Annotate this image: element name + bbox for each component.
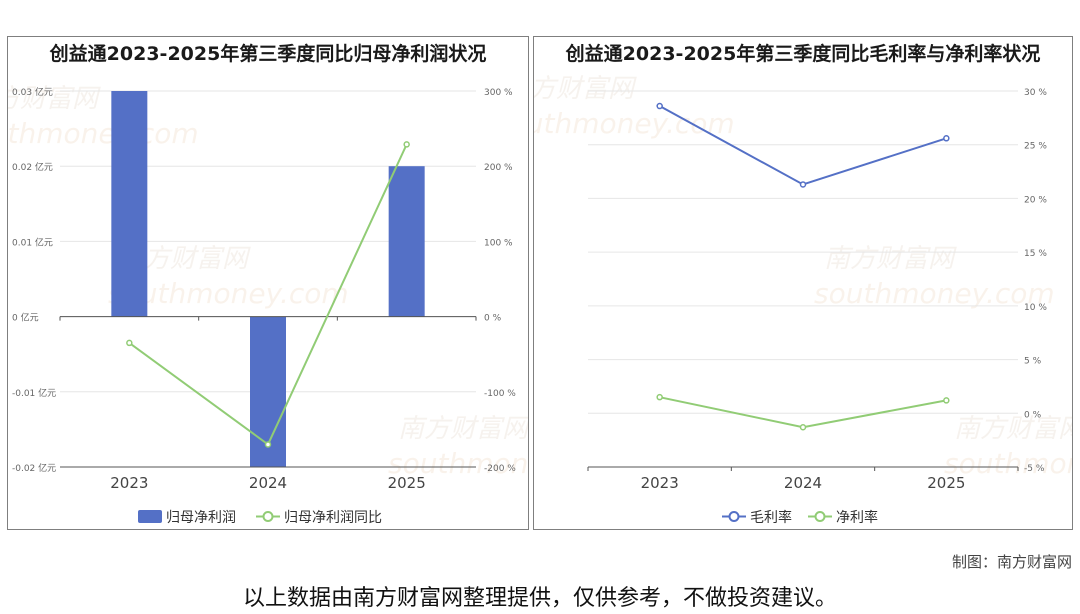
- y-left-tick-label: -0.01 亿元: [12, 387, 56, 399]
- point-gross-margin: [943, 135, 950, 142]
- legend-swatch-point: [262, 511, 274, 522]
- y-left-tick-label: 0.01 亿元: [12, 236, 53, 248]
- watermark-en: southmoney.com: [108, 277, 349, 310]
- point-gross-margin: [799, 181, 807, 188]
- source-label: 制图：南方财富网: [951, 553, 1072, 571]
- y-right-tick-label: 30 %: [1024, 88, 1047, 98]
- watermark-cn: 南方财富网: [954, 414, 1072, 444]
- legend-swatch-bar: [138, 510, 162, 523]
- chart-margins: 南方财富网southmoney.com南方财富网southmoney.com南方…: [494, 74, 1080, 526]
- chart-title-net-profit: 创益通2023-2025年第三季度同比归母净利润状况: [49, 43, 487, 65]
- chart-panel-margins: 创益通2023-2025年第三季度同比毛利率与净利率状况 南方财富网southm…: [494, 36, 1080, 530]
- watermark-en: southmoney.com: [944, 447, 1072, 480]
- x-tick-label: 2025: [927, 474, 965, 492]
- chart-net-profit: 南方财富网southmoney.com南方财富网southmoney.com南方…: [0, 84, 629, 526]
- y-right-tick-label: -100 %: [484, 389, 516, 399]
- watermark-en: southmoney.com: [814, 277, 1055, 310]
- y-right-tick-label: 15 %: [1024, 249, 1047, 259]
- x-tick-label: 2024: [249, 474, 287, 492]
- y-right-tick-label: 5 %: [1024, 357, 1042, 367]
- legend-swatch-point: [814, 511, 826, 522]
- point-net-profit-yoy: [403, 141, 410, 148]
- watermark: 南方财富网southmoney.com南方财富网southmoney.com南方…: [494, 74, 1080, 480]
- point-gross-margin: [656, 102, 663, 110]
- y-right-tick-label: 25 %: [1024, 142, 1047, 152]
- y-right-tick-label: 200 %: [484, 163, 513, 173]
- bar-net-profit: [111, 91, 148, 317]
- bar-net-profit: [388, 166, 425, 317]
- watermark-en: southmoney.com: [534, 107, 735, 140]
- y-left-tick-label: 0 亿元: [12, 312, 39, 324]
- x-tick-label: 2023: [641, 474, 679, 492]
- point-net-profit-yoy: [264, 441, 272, 448]
- point-net-margin: [799, 424, 807, 431]
- point-net-margin: [943, 397, 950, 404]
- y-right-tick-label: 0 %: [1024, 410, 1042, 420]
- watermark-cn: 南方财富网: [398, 414, 528, 444]
- y-right-tick-label: 20 %: [1024, 195, 1047, 205]
- legend-label: 归母净利润同比: [284, 509, 382, 526]
- chart-title-margins: 创益通2023-2025年第三季度同比毛利率与净利率状况: [565, 43, 1041, 65]
- watermark-cn: 南方财富网: [8, 84, 101, 114]
- watermark-cn: 南方财富网: [824, 244, 957, 274]
- point-net-margin: [656, 393, 663, 401]
- watermark-cn: 南方财富网: [534, 74, 637, 104]
- y-right-tick-label: -5 %: [1024, 464, 1045, 474]
- point-net-profit-yoy: [126, 339, 133, 347]
- line-net-margin: [659, 396, 947, 429]
- x-tick-label: 2024: [784, 474, 822, 492]
- legend-label: 毛利率: [750, 509, 792, 526]
- y-left-tick-label: -0.02 亿元: [12, 462, 56, 474]
- y-left-tick-label: 0.02 亿元: [12, 161, 53, 173]
- y-right-tick-label: 10 %: [1024, 303, 1047, 313]
- watermark-en: southmoney.com: [8, 117, 199, 150]
- y-right-tick-label: 0 %: [484, 314, 502, 324]
- y-right-tick-label: -200 %: [484, 464, 516, 474]
- legend-label: 归母净利润: [166, 509, 236, 526]
- y-right-tick-label: 100 %: [484, 238, 513, 248]
- y-right-tick-label: 300 %: [484, 88, 513, 98]
- legend-swatch-point: [728, 511, 740, 522]
- chart-panel-net-profit: 创益通2023-2025年第三季度同比归母净利润状况 南方财富网southmon…: [0, 36, 629, 530]
- x-tick-label: 2025: [388, 474, 426, 492]
- x-tick-label: 2023: [110, 474, 148, 492]
- disclaimer-text: 以上数据由南方财富网整理提供，仅供参考，不做投资建议。: [242, 586, 837, 611]
- legend-label: 净利率: [836, 509, 878, 526]
- y-left-tick-label: 0.03 亿元: [12, 86, 53, 98]
